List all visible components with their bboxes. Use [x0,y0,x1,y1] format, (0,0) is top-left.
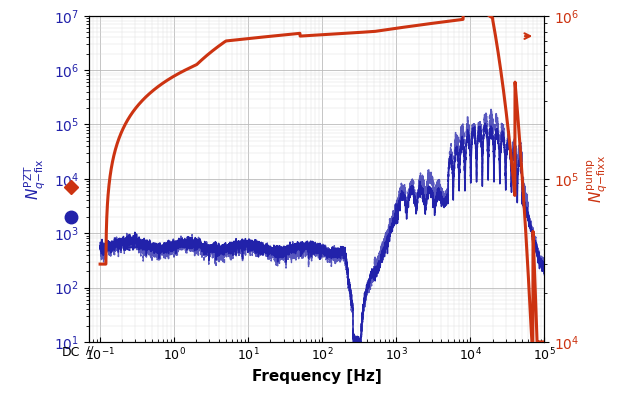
Y-axis label: $N^{\rm pump}_{q\rm{-fixx}}$: $N^{\rm pump}_{q\rm{-fixx}}$ [585,155,610,203]
Text: //: // [86,346,93,356]
X-axis label: Frequency [Hz]: Frequency [Hz] [252,369,381,384]
Text: DC: DC [61,346,80,359]
Y-axis label: $N^{\rm PZT}_{q\rm{-fix}}$: $N^{\rm PZT}_{q\rm{-fix}}$ [23,158,48,200]
